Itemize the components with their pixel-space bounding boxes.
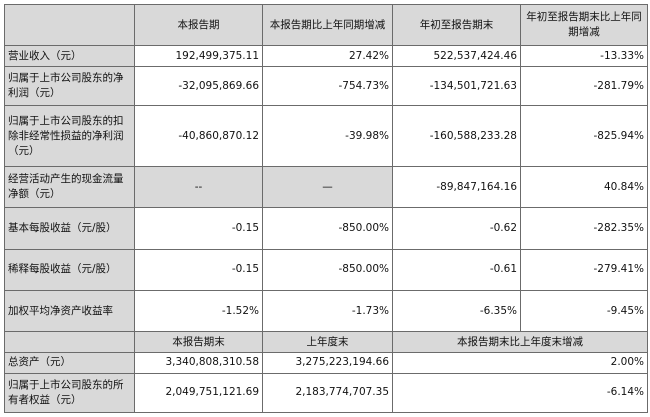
cell-value: -0.15: [134, 207, 263, 250]
header-ytd: 年初至报告期末: [392, 3, 521, 47]
cell-value: --: [134, 166, 263, 209]
header-prior-year-end: 上年度末: [262, 331, 393, 354]
financial-summary-table: 本报告期 本报告期比上年同期增减 年初至报告期末 年初至报告期末比上年同期增减 …: [4, 3, 648, 414]
cell-value: 2,183,774,707.35: [262, 372, 393, 414]
header-current-period-change: 本报告期比上年同期增减: [262, 3, 393, 47]
header-period-end-change: 本报告期末比上年度末增减: [392, 331, 648, 354]
cell-value: 522,537,424.46: [392, 45, 521, 68]
cell-value: -0.62: [392, 207, 521, 250]
table-row: 归属于上市公司股东的所有者权益（元） 2,049,751,121.69 2,18…: [4, 372, 648, 414]
table-row: 基本每股收益（元/股） -0.15 -850.00% -0.62 -282.35…: [4, 207, 648, 250]
cell-value: 192,499,375.11: [134, 45, 263, 68]
cell-value: -134,501,721.63: [392, 66, 521, 107]
cell-value: -39.98%: [262, 105, 393, 168]
row-label: 总资产（元）: [4, 352, 135, 374]
balance-header-row: 本报告期末 上年度末 本报告期末比上年度末增减: [4, 331, 648, 354]
row-label: 加权平均净资产收益率: [4, 290, 135, 333]
cell-value: -1.52%: [134, 290, 263, 333]
table-row: 归属于上市公司股东的扣除非经常性损益的净利润（元） -40,860,870.12…: [4, 105, 648, 168]
cell-value: 2.00%: [392, 352, 648, 374]
cell-value: -279.41%: [520, 248, 648, 292]
row-label: 基本每股收益（元/股）: [4, 207, 135, 250]
cell-value: 40.84%: [520, 166, 648, 209]
cell-value: -1.73%: [262, 290, 393, 333]
cell-value: -160,588,233.28: [392, 105, 521, 168]
balance-header-blank-cell: [4, 331, 135, 354]
cell-value: 27.42%: [262, 45, 393, 68]
table-row: 加权平均净资产收益率 -1.52% -1.73% -6.35% -9.45%: [4, 290, 648, 333]
header-blank-cell: [4, 3, 135, 47]
table-row: 营业收入（元） 192,499,375.11 27.42% 522,537,42…: [4, 45, 648, 68]
cell-value: -850.00%: [262, 207, 393, 250]
cell-value: 3,340,808,310.58: [134, 352, 263, 374]
cell-value: 3,275,223,194.66: [262, 352, 393, 374]
header-ytd-change: 年初至报告期末比上年同期增减: [520, 3, 648, 47]
cell-value: -6.35%: [392, 290, 521, 333]
cell-value: -281.79%: [520, 66, 648, 107]
row-label: 营业收入（元）: [4, 45, 135, 68]
cell-value: -0.61: [392, 248, 521, 292]
cell-value: -40,860,870.12: [134, 105, 263, 168]
cell-value: -32,095,869.66: [134, 66, 263, 107]
cell-value: -282.35%: [520, 207, 648, 250]
cell-value: 2,049,751,121.69: [134, 372, 263, 414]
table-row: 总资产（元） 3,340,808,310.58 3,275,223,194.66…: [4, 352, 648, 374]
header-row: 本报告期 本报告期比上年同期增减 年初至报告期末 年初至报告期末比上年同期增减: [4, 3, 648, 47]
row-label: 归属于上市公司股东的扣除非经常性损益的净利润（元）: [4, 105, 135, 168]
cell-value: —: [262, 166, 393, 209]
cell-value: -850.00%: [262, 248, 393, 292]
cell-value: -0.15: [134, 248, 263, 292]
cell-value: -825.94%: [520, 105, 648, 168]
cell-value: -754.73%: [262, 66, 393, 107]
row-label: 经营活动产生的现金流量净额（元）: [4, 166, 135, 209]
cell-value: -9.45%: [520, 290, 648, 333]
row-label: 归属于上市公司股东的所有者权益（元）: [4, 372, 135, 414]
table-row: 归属于上市公司股东的净利润（元） -32,095,869.66 -754.73%…: [4, 66, 648, 107]
cell-value: -6.14%: [392, 372, 648, 414]
table-row: 稀释每股收益（元/股） -0.15 -850.00% -0.61 -279.41…: [4, 248, 648, 292]
row-label: 稀释每股收益（元/股）: [4, 248, 135, 292]
row-label: 归属于上市公司股东的净利润（元）: [4, 66, 135, 107]
header-current-period: 本报告期: [134, 3, 263, 47]
table-row: 经营活动产生的现金流量净额（元） -- — -89,847,164.16 40.…: [4, 166, 648, 209]
cell-value: -89,847,164.16: [392, 166, 521, 209]
header-period-end: 本报告期末: [134, 331, 263, 354]
cell-value: -13.33%: [520, 45, 648, 68]
